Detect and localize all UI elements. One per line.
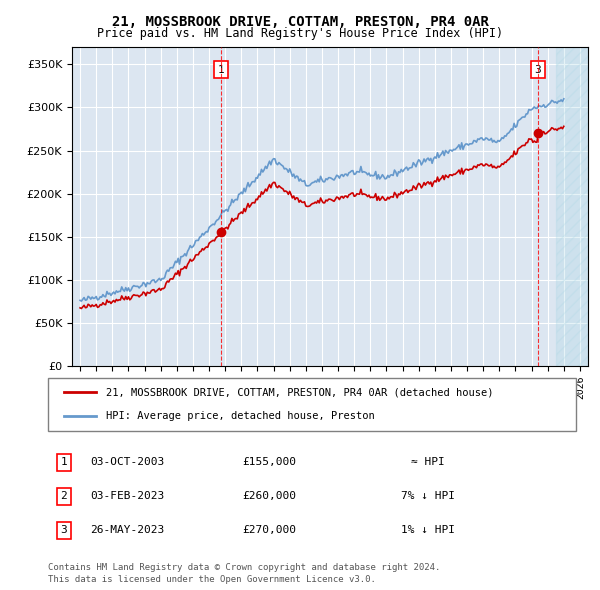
Text: 21, MOSSBROOK DRIVE, COTTAM, PRESTON, PR4 0AR (detached house): 21, MOSSBROOK DRIVE, COTTAM, PRESTON, PR…	[106, 388, 494, 398]
Text: £260,000: £260,000	[243, 491, 297, 502]
Text: 03-FEB-2023: 03-FEB-2023	[90, 491, 164, 502]
Text: 2: 2	[61, 491, 67, 502]
Text: ≈ HPI: ≈ HPI	[411, 457, 445, 467]
Text: HPI: Average price, detached house, Preston: HPI: Average price, detached house, Pres…	[106, 411, 375, 421]
Text: 21, MOSSBROOK DRIVE, COTTAM, PRESTON, PR4 0AR: 21, MOSSBROOK DRIVE, COTTAM, PRESTON, PR…	[112, 15, 488, 29]
FancyBboxPatch shape	[48, 378, 576, 431]
Text: 1: 1	[218, 64, 224, 74]
Text: 26-MAY-2023: 26-MAY-2023	[90, 526, 164, 535]
Text: 03-OCT-2003: 03-OCT-2003	[90, 457, 164, 467]
Text: Price paid vs. HM Land Registry's House Price Index (HPI): Price paid vs. HM Land Registry's House …	[97, 27, 503, 40]
Text: £155,000: £155,000	[243, 457, 297, 467]
Text: This data is licensed under the Open Government Licence v3.0.: This data is licensed under the Open Gov…	[48, 575, 376, 584]
Text: 3: 3	[535, 64, 541, 74]
Text: 3: 3	[61, 526, 67, 535]
Text: £270,000: £270,000	[243, 526, 297, 535]
Bar	[556, 47, 588, 366]
Text: 7% ↓ HPI: 7% ↓ HPI	[401, 491, 455, 502]
Text: Contains HM Land Registry data © Crown copyright and database right 2024.: Contains HM Land Registry data © Crown c…	[48, 563, 440, 572]
Text: 1% ↓ HPI: 1% ↓ HPI	[401, 526, 455, 535]
Text: 1: 1	[61, 457, 67, 467]
